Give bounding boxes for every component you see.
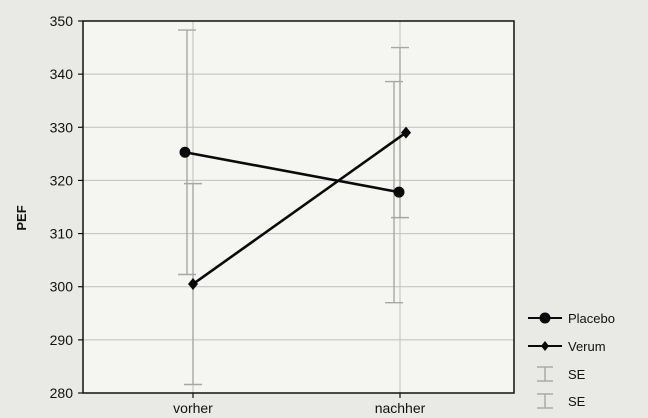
legend-label: SE	[568, 394, 586, 409]
x-axis-ticks: vorher nachher	[173, 393, 426, 416]
x-tick-label: vorher	[173, 400, 213, 416]
data-point-verum	[188, 278, 198, 291]
legend-marker-verum	[541, 341, 549, 351]
y-tick-label: 290	[50, 332, 74, 348]
data-point-placebo	[393, 186, 405, 198]
plot-area	[83, 21, 514, 393]
series-lines	[184, 131, 407, 286]
legend-label: Placebo	[568, 311, 615, 326]
legend: Placebo Verum SE SE	[528, 311, 615, 409]
y-tick-label: 330	[50, 119, 74, 135]
y-axis-label: PEF	[14, 205, 29, 230]
plot-frame	[82, 20, 515, 394]
y-axis-ticks: 280 290 300 310 320 330 340 350	[50, 13, 83, 401]
legend-label: SE	[568, 367, 586, 382]
legend-marker-placebo	[539, 312, 551, 324]
y-tick-label: 340	[50, 66, 74, 82]
y-tick-label: 310	[50, 226, 74, 242]
series-markers	[179, 126, 411, 291]
y-tick-label: 350	[50, 13, 74, 29]
grid-lines	[83, 21, 514, 393]
y-tick-label: 320	[50, 172, 74, 188]
series-line-placebo	[184, 150, 400, 194]
series-line-verum	[192, 131, 407, 286]
data-point-placebo	[179, 146, 191, 158]
x-tick-label: nachher	[375, 400, 426, 416]
legend-label: Verum	[568, 339, 606, 354]
data-point-verum	[401, 126, 411, 139]
y-tick-label: 300	[50, 279, 74, 295]
y-tick-label: 280	[50, 385, 74, 401]
